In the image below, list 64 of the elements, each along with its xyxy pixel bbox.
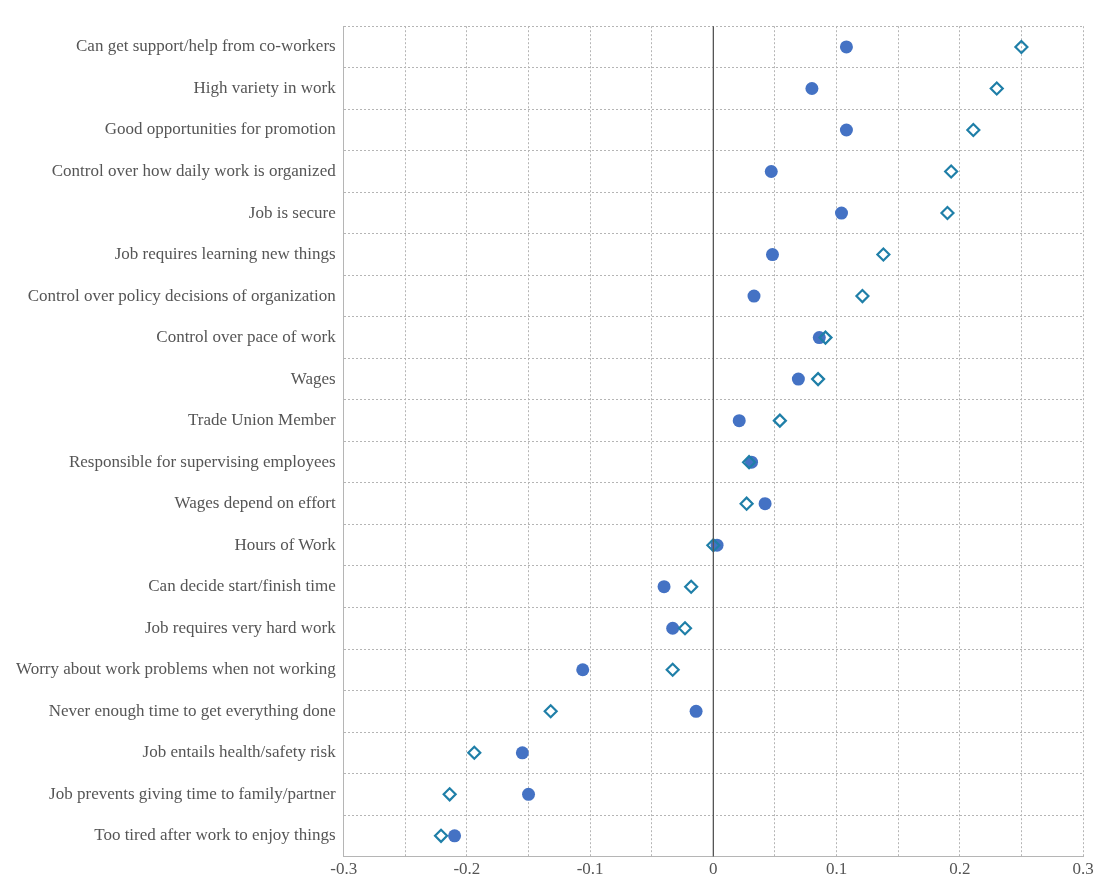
- point: [747, 289, 761, 303]
- y-tick-label: Job entails health/safety risk: [142, 742, 337, 762]
- point: [448, 829, 462, 843]
- point: [805, 81, 819, 95]
- point: [515, 746, 529, 760]
- y-tick-label: Job requires learning new things: [114, 244, 336, 264]
- x-tick-label: 0.3: [1072, 859, 1094, 879]
- point: [764, 165, 778, 179]
- point: [772, 413, 787, 428]
- x-tick-label: 0: [709, 859, 718, 879]
- point: [677, 621, 693, 636]
- point: [576, 663, 590, 677]
- y-tick-label: Wages depend on effort: [174, 493, 336, 513]
- x-tick-label: 0.2: [949, 859, 971, 879]
- y-tick-label: Control over pace of work: [156, 327, 337, 347]
- point: [657, 580, 671, 594]
- y-tick-label: Hours of Work: [234, 534, 337, 554]
- y-tick-label: Job prevents giving time to family/partner: [49, 783, 337, 803]
- x-tick-label: -0.1: [576, 859, 604, 879]
- y-tick-label: Job is secure: [248, 202, 336, 222]
- x-tick-label: -0.3: [330, 859, 358, 879]
- y-tick-label: Too tired after work to enjoy things: [94, 825, 336, 845]
- point: [765, 248, 779, 262]
- point: [467, 745, 482, 760]
- point: [706, 538, 721, 553]
- point: [876, 247, 891, 262]
- point: [741, 455, 757, 470]
- point: [442, 787, 457, 802]
- point: [666, 621, 680, 635]
- point: [810, 372, 826, 387]
- point: [758, 497, 772, 511]
- y-tick-label: Good opportunities for promotion: [104, 119, 337, 139]
- point: [739, 496, 754, 511]
- point: [940, 205, 955, 221]
- point: [834, 206, 848, 220]
- point: [839, 40, 853, 54]
- point: [543, 704, 558, 719]
- y-tick-label: Never enough time to get everything done: [48, 700, 336, 720]
- point: [966, 122, 981, 138]
- y-tick-label: Trade Union Member: [188, 410, 337, 430]
- point: [684, 579, 699, 594]
- point: [839, 123, 853, 137]
- point: [665, 662, 680, 677]
- point: [818, 330, 833, 345]
- y-tick-label: Can get support/help from co-workers: [76, 36, 336, 56]
- point: [791, 372, 805, 386]
- point: [1014, 39, 1029, 55]
- point: [689, 704, 703, 718]
- y-tick-label: Can decide start/finish time: [148, 576, 336, 596]
- y-tick-label: Wages: [290, 368, 336, 388]
- y-tick-label: Control over how daily work is organized: [51, 160, 337, 180]
- y-tick-label: Job requires very hard work: [144, 617, 337, 637]
- point: [433, 828, 449, 843]
- y-tick-label: Responsible for supervising employees: [68, 451, 336, 471]
- y-tick-label: Worry about work problems when not working: [15, 659, 337, 679]
- x-tick-label: -0.2: [453, 859, 481, 879]
- x-tick-label: 0.1: [825, 859, 848, 879]
- point: [855, 288, 870, 304]
- point: [989, 81, 1004, 96]
- y-tick-label: Control over policy decisions of organization: [27, 285, 337, 305]
- point: [732, 414, 746, 428]
- point: [522, 787, 536, 801]
- y-tick-label: High variety in work: [193, 77, 337, 97]
- point: [944, 164, 959, 179]
